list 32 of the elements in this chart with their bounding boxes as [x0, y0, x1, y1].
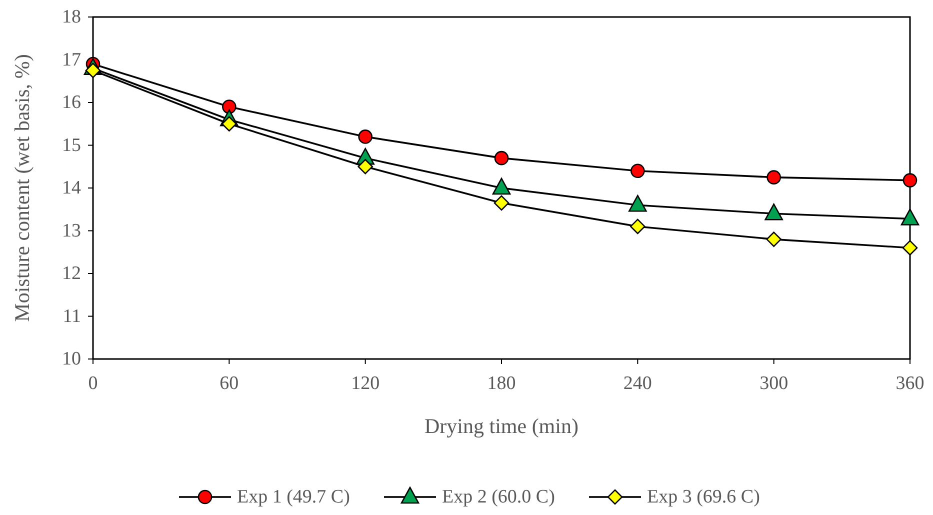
y-tick-label: 17 — [62, 49, 81, 70]
point — [766, 170, 781, 184]
point — [494, 150, 509, 166]
y-tick-label: 12 — [62, 263, 81, 284]
point — [902, 173, 918, 188]
y-tick-label: 15 — [62, 134, 81, 156]
legend-label: Exp 3 (69.6 C) — [647, 486, 760, 508]
point — [630, 218, 646, 234]
x-axis-title: Drying time (min) — [424, 414, 578, 438]
point — [358, 130, 372, 144]
x-tick-label: 180 — [487, 373, 516, 394]
y-axis-title: Moisture content (wet basis, %) — [10, 54, 34, 322]
legend-label: Exp 2 (60.0 C) — [442, 486, 555, 508]
point — [902, 240, 918, 256]
x-tick-label: 240 — [623, 373, 652, 394]
x-tick-label: 360 — [896, 373, 924, 394]
x-tick-label: 300 — [760, 373, 788, 394]
point — [630, 164, 645, 178]
y-tick-label: 14 — [62, 178, 82, 198]
y-tick-label: 10 — [62, 348, 81, 370]
point — [222, 100, 236, 114]
point — [766, 232, 782, 247]
y-tick-label: 13 — [62, 220, 81, 242]
x-tick-label: 60 — [220, 373, 239, 394]
y-tick-label: 16 — [62, 92, 81, 113]
x-tick-label: 120 — [351, 373, 380, 394]
point — [494, 195, 510, 211]
x-tick-label: 0 — [88, 373, 98, 394]
y-tick-label: 11 — [62, 306, 81, 327]
point — [358, 158, 373, 174]
y-tick-label: 18 — [62, 6, 81, 28]
legend-label: Exp 1 (49.7 C) — [237, 486, 350, 508]
